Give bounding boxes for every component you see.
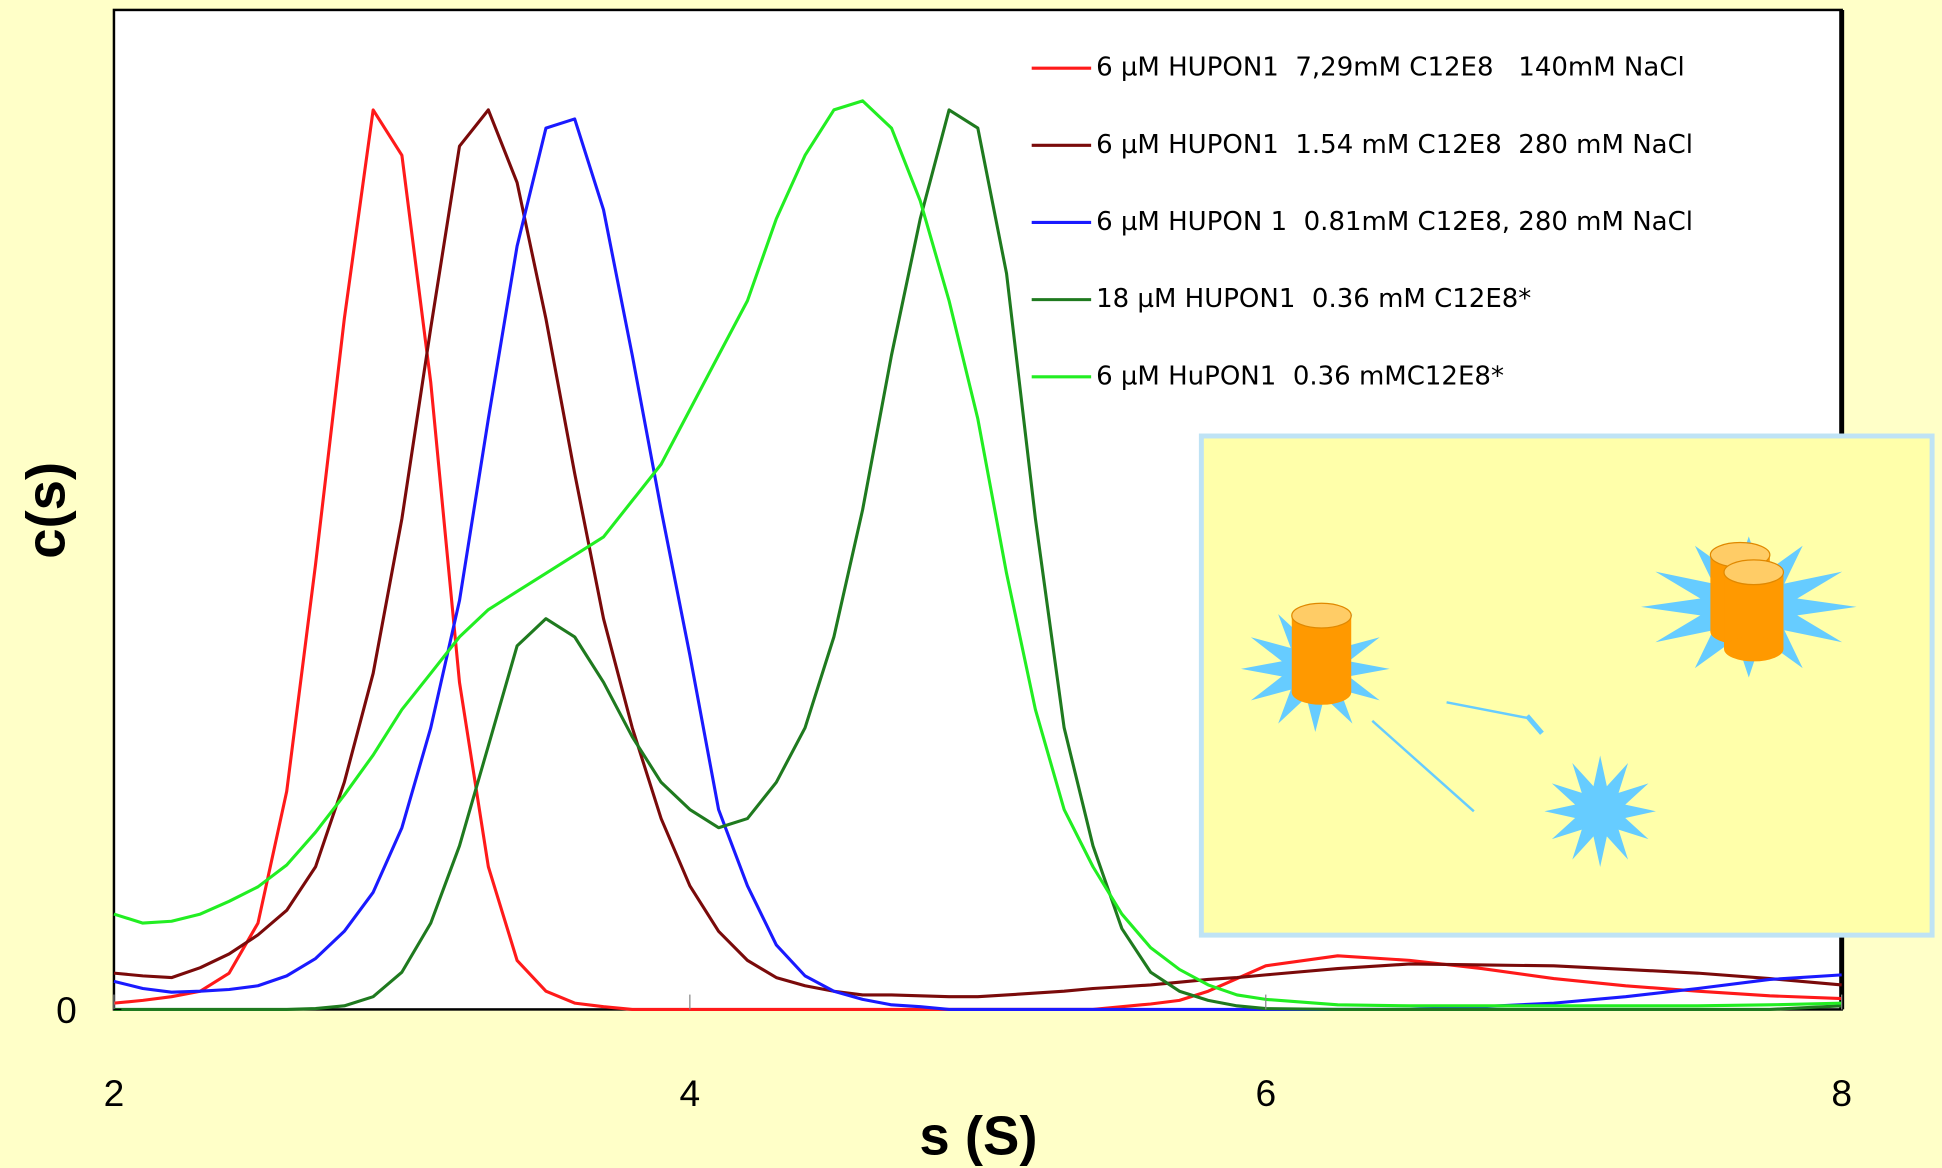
protein <box>1723 559 1785 663</box>
x-tick-label: 6 <box>1255 1072 1276 1114</box>
x-tick-label: 4 <box>680 1072 701 1114</box>
y-axis-label: c(s) <box>15 462 76 559</box>
legend-label: 6 µM HUPON1 1.54 mM C12E8 280 mM NaCl <box>1096 130 1693 160</box>
legend-label: 6 µM HUPON1 7,29mM C12E8 140mM NaCl <box>1096 53 1685 83</box>
x-tick-label: 2 <box>104 1072 125 1114</box>
legend-label: 6 µM HuPON1 0.36 mMC12E8* <box>1096 361 1504 391</box>
series-line <box>113 108 1842 1011</box>
series-line <box>113 108 1842 999</box>
legend-label: 6 µM HUPON 1 0.81mM C12E8, 280 mM NaCl <box>1096 207 1693 237</box>
legend-label: 18 µM HUPON1 0.36 mM C12E8* <box>1096 284 1531 314</box>
legend: 6 µM HUPON1 7,29mM C12E8 140mM NaCl 6 µM … <box>1031 53 1693 391</box>
detergent <box>1525 714 1544 735</box>
protein <box>1291 602 1352 706</box>
x-axis-label: s (S) <box>919 1105 1037 1166</box>
x-tick-label: 8 <box>1831 1072 1852 1114</box>
detergent <box>1446 701 1530 720</box>
detergent <box>1371 719 1475 813</box>
y-tick-label: 0 <box>56 989 77 1031</box>
inset-diagram <box>1198 433 1935 938</box>
